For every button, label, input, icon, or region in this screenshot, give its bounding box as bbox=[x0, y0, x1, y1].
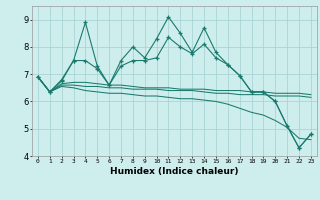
X-axis label: Humidex (Indice chaleur): Humidex (Indice chaleur) bbox=[110, 167, 239, 176]
